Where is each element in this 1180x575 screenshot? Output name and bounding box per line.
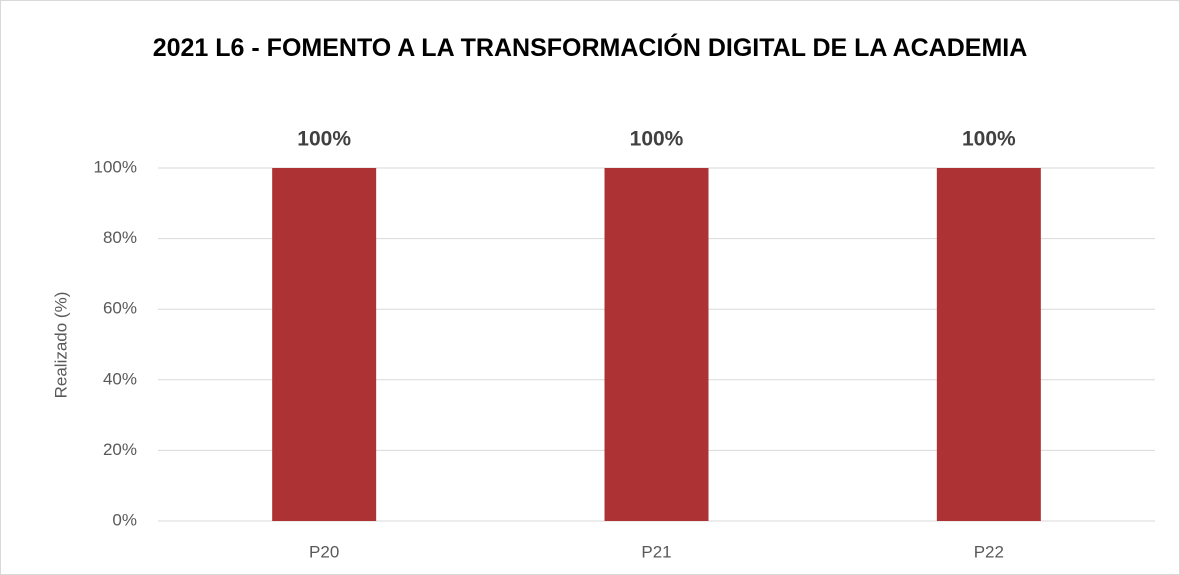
y-tick-label: 20%: [103, 440, 137, 459]
y-tick-label: 40%: [103, 369, 137, 388]
data-label: 100%: [297, 128, 351, 151]
y-tick-label: 80%: [103, 228, 137, 247]
y-tick-label: 0%: [112, 510, 137, 529]
x-tick-label: P22: [974, 542, 1004, 561]
bar: [936, 168, 1041, 521]
x-tick-label: P21: [641, 542, 671, 561]
y-tick-label: 100%: [94, 157, 137, 176]
data-label: 100%: [630, 128, 684, 151]
bar: [272, 168, 377, 521]
bar: [604, 168, 709, 521]
chart-title: 2021 L6 - FOMENTO A LA TRANSFORMACIÓN DI…: [152, 34, 1028, 62]
data-label: 100%: [962, 128, 1016, 151]
y-tick-label: 60%: [103, 299, 137, 318]
y-axis-label: Realizado (%): [51, 292, 70, 399]
x-tick-label: P20: [309, 542, 339, 561]
